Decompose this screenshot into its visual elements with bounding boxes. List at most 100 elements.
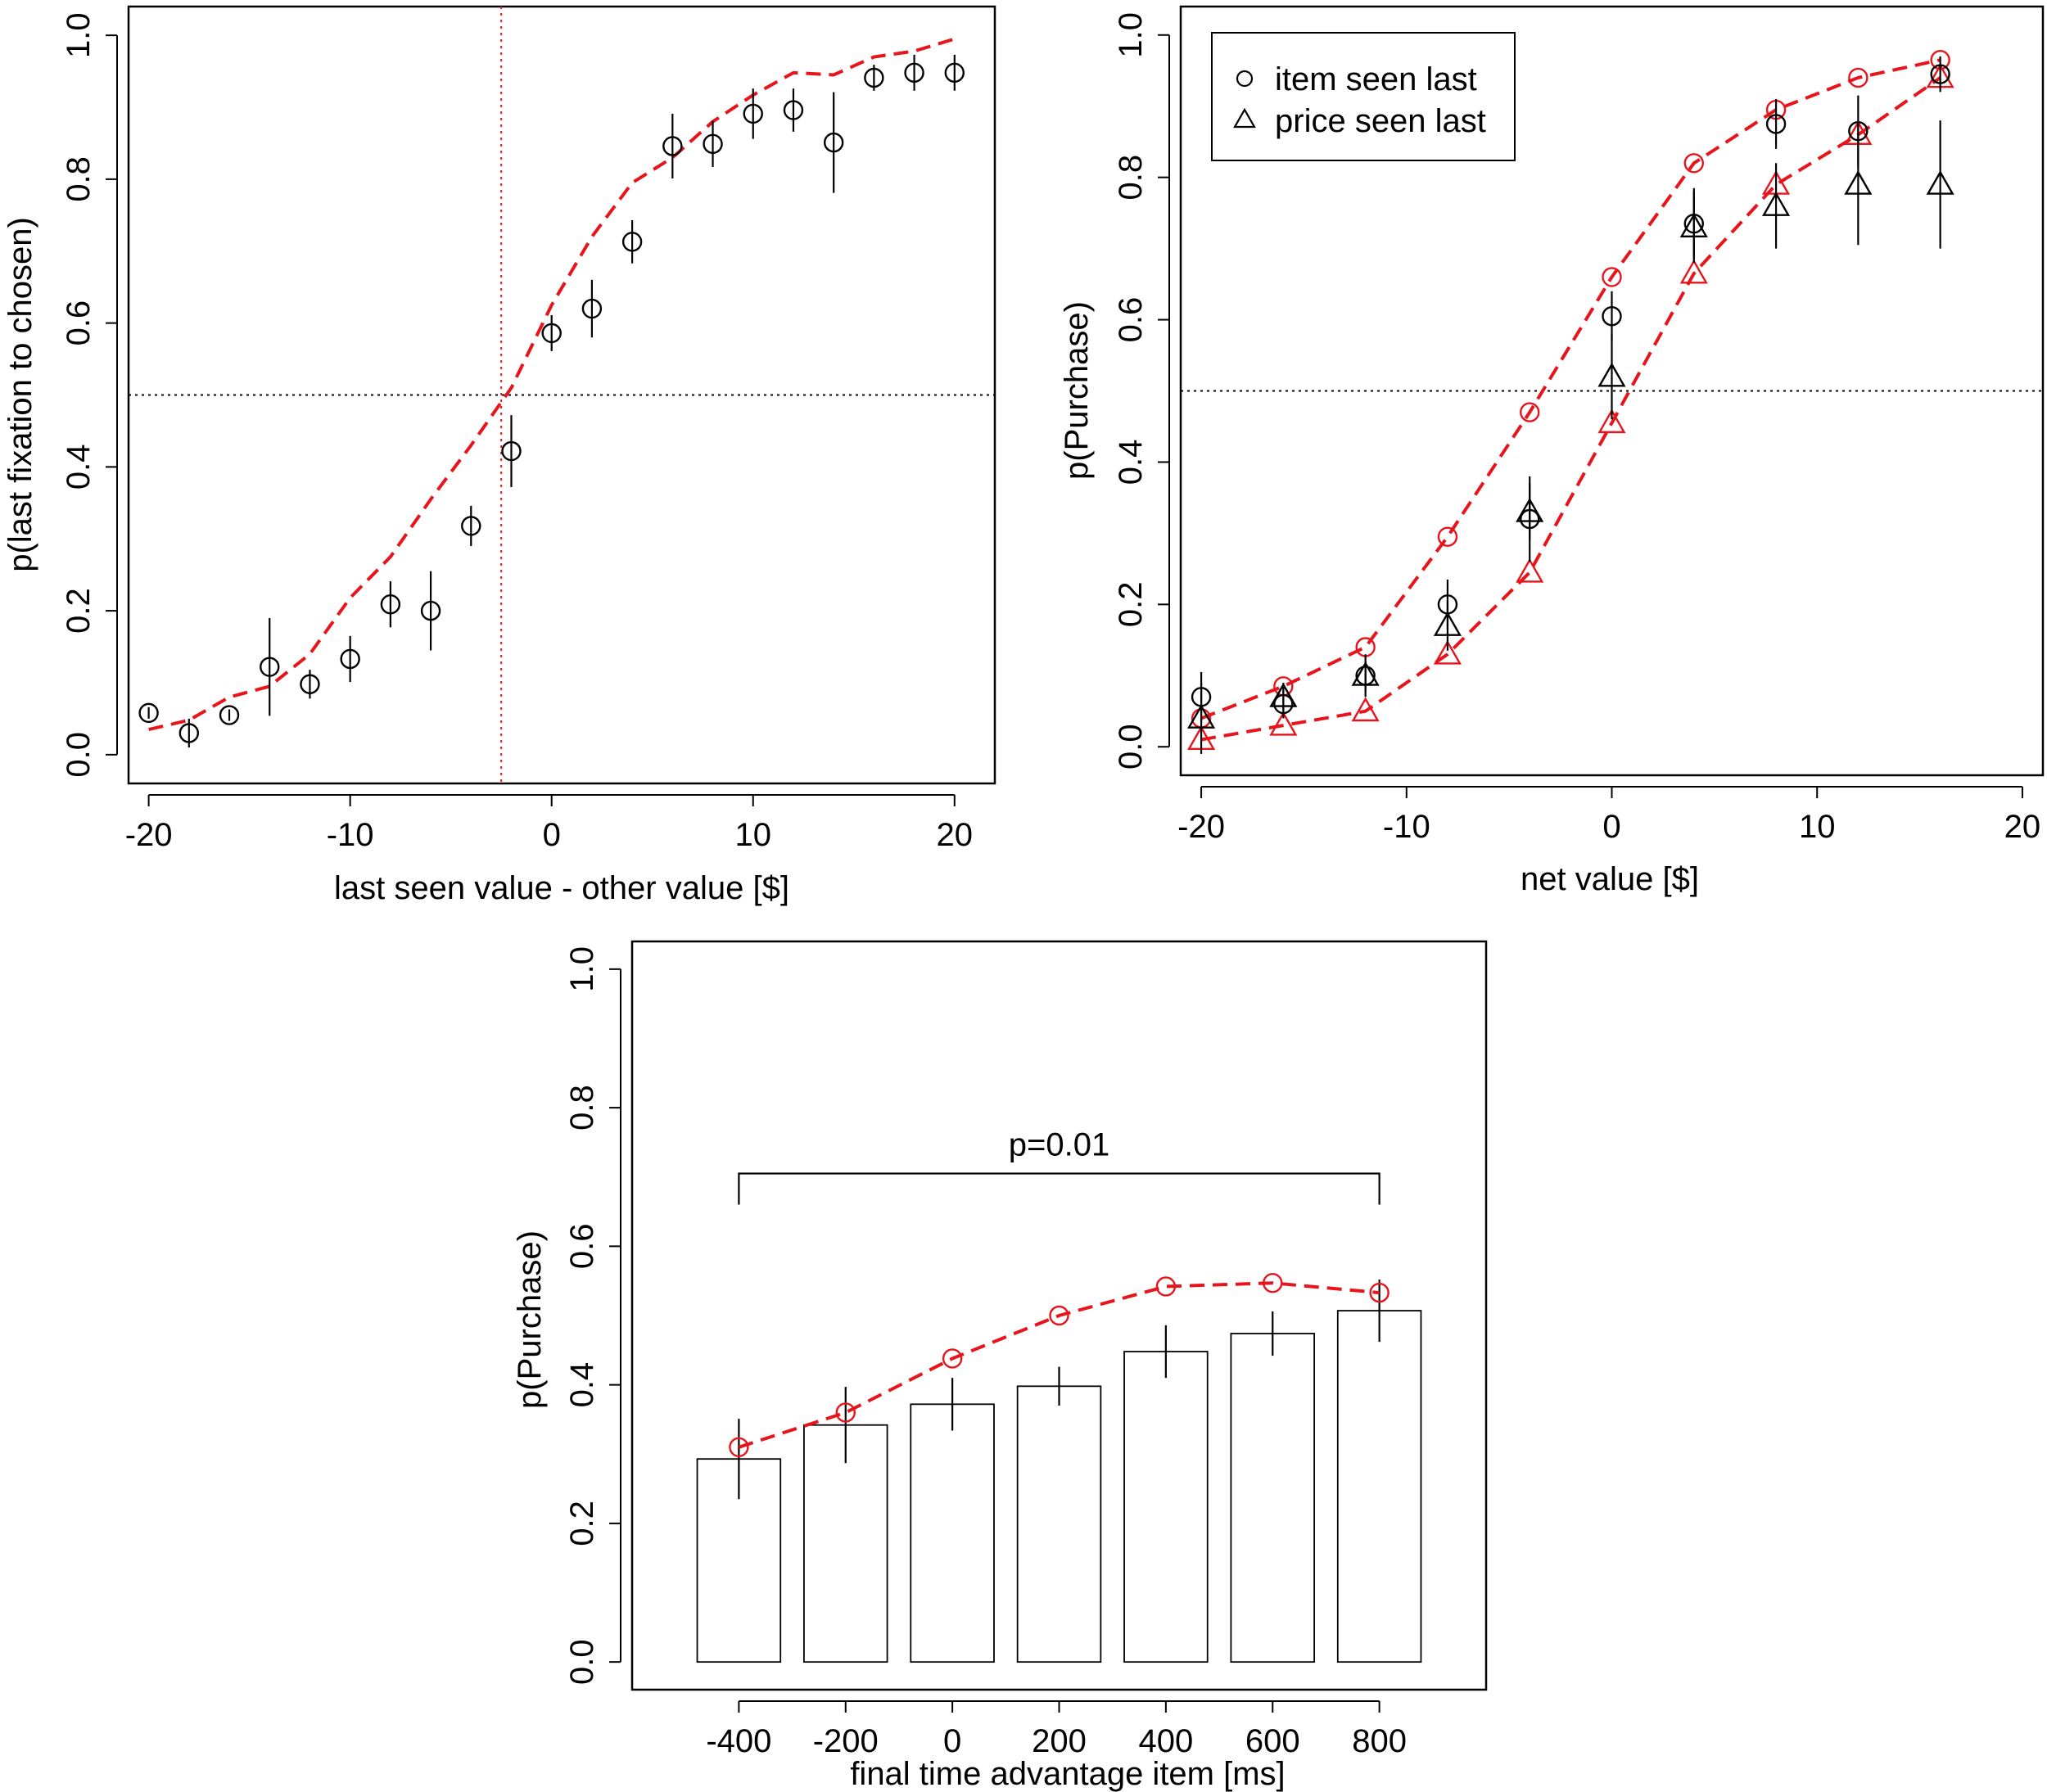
data-point-price-seen-last — [1844, 169, 1873, 195]
panel-a-x-tick-label: -10 — [327, 817, 374, 853]
data-point-price-seen-last — [1187, 704, 1216, 729]
bar — [1336, 1310, 1422, 1663]
data-point-price-seen-last — [1269, 682, 1298, 707]
panel-c-x-tick-label: 0 — [943, 1723, 961, 1759]
model-point — [1369, 1282, 1390, 1303]
panel-b-x-axis-label: net value [$] — [1521, 861, 1699, 897]
model-point-price-seen-last — [1269, 711, 1298, 736]
model-point-item-seen-last — [1520, 402, 1540, 422]
panel-b-y-tick-label: 0.8 — [1113, 155, 1149, 201]
data-point-price-seen-last — [1926, 169, 1954, 195]
data-point — [420, 600, 441, 621]
model-point-price-seen-last — [1679, 259, 1708, 284]
model-point — [835, 1402, 856, 1423]
significance-bracket-line — [738, 1172, 1380, 1205]
data-point — [178, 723, 200, 743]
panel-a-y-tick-label: 1.0 — [61, 12, 97, 58]
panel-c-x-tick-label: 800 — [1352, 1723, 1407, 1759]
data-point — [944, 62, 965, 84]
data-point — [864, 67, 884, 88]
bar — [1230, 1333, 1315, 1663]
panel-a-y-tick-label: 0.6 — [61, 300, 97, 346]
data-point — [743, 103, 763, 124]
data-point — [300, 674, 320, 694]
model-point — [1049, 1305, 1069, 1326]
model-point-item-seen-last — [1683, 153, 1704, 174]
panel-a-x-tick-label: -20 — [125, 817, 173, 853]
panel-a-x-tick-label: 0 — [543, 817, 561, 853]
model-point-item-seen-last — [1602, 267, 1622, 287]
panel-c-x-tick-label: 400 — [1139, 1723, 1194, 1759]
bar — [1016, 1385, 1102, 1663]
panel-a-x-tick-label: 20 — [937, 817, 974, 853]
model-point-price-seen-last — [1597, 409, 1626, 434]
panel-c-x-tick-label: -400 — [706, 1723, 771, 1759]
legend-price-seen-last: price seen last — [1275, 103, 1486, 139]
model-point-price-seen-last — [1351, 697, 1380, 722]
panel-c-x-tick-label: 200 — [1032, 1723, 1087, 1759]
data-point — [138, 702, 159, 724]
legend-triangle-marker — [1233, 107, 1256, 129]
panel-c-x-tick-label: -200 — [813, 1723, 879, 1759]
model-point-price-seen-last — [1433, 639, 1462, 665]
significance-label: p=0.01 — [1009, 1127, 1109, 1163]
legend-item-seen-last: item seen last — [1275, 61, 1477, 97]
legend-circle-marker — [1236, 70, 1254, 88]
panel-b-x-tick-label: 0 — [1602, 809, 1620, 845]
panel-b: -20 -10 0 10 20 0.0 0.2 0.4 0.6 0.8 1.0 item seen… — [1059, 5, 2045, 897]
data-point — [380, 594, 401, 615]
data-point-price-seen-last — [1351, 661, 1380, 686]
panel-a-y-tick-label: 0.0 — [61, 732, 97, 778]
data-point — [260, 657, 280, 677]
panel-c: -400 -200 0 200 400 600 800 0.0 0.2 0.4 0.6 0.8 1.0… — [512, 940, 1488, 1792]
model-point — [1155, 1276, 1177, 1297]
bar — [910, 1403, 995, 1663]
panel-a-x-axis-label: last seen value - other value [$] — [334, 870, 789, 906]
data-point — [662, 136, 683, 156]
data-point — [703, 133, 723, 155]
panel-c-y-tick-label: 0.8 — [564, 1085, 600, 1131]
panel-a-y-tick-label: 0.8 — [61, 156, 97, 202]
model-point-item-seen-last — [1848, 67, 1869, 88]
model-curve-item-seen-last — [1200, 58, 1941, 720]
data-point — [501, 440, 522, 462]
data-point-price-seen-last — [1762, 192, 1791, 216]
data-point-item-seen-last — [1602, 306, 1622, 327]
model-point — [729, 1437, 749, 1457]
model-point — [942, 1348, 963, 1369]
panel-b-legend-box — [1211, 32, 1516, 161]
panel-b-y-tick-label: 0.0 — [1113, 724, 1149, 770]
panel-a-y-tick-label: 0.2 — [61, 588, 97, 634]
data-point — [783, 100, 804, 120]
data-point — [340, 648, 360, 670]
panel-b-y-tick-label: 0.2 — [1113, 582, 1149, 628]
panel-a: -20 -10 0 10 20 0.0 0.2 0.4 0.6 0.8 1.0 last seen… — [2, 5, 996, 906]
panel-b-x-tick-label: -20 — [1177, 809, 1225, 845]
data-point — [461, 516, 481, 536]
panel-c-y-tick-label: 1.0 — [564, 946, 600, 992]
bar — [803, 1424, 888, 1663]
panel-a-y-axis-label: p(last fixation to chosen) — [2, 217, 38, 572]
data-point-price-seen-last — [1516, 497, 1544, 522]
data-point — [823, 132, 844, 153]
panel-c-y-tick-label: 0.0 — [564, 1639, 600, 1685]
panel-b-y-tick-label: 0.6 — [1113, 297, 1149, 343]
data-point-price-seen-last — [1679, 213, 1708, 237]
panel-c-y-tick-label: 0.4 — [564, 1362, 600, 1408]
data-point-item-seen-last — [1930, 64, 1950, 84]
panel-c-x-tick-label: 600 — [1245, 1723, 1300, 1759]
panel-a-y-tick-label: 0.4 — [61, 445, 97, 490]
panel-c-y-tick-label: 0.2 — [564, 1501, 600, 1546]
panel-b-y-axis-label: p(Purchase) — [1059, 301, 1095, 480]
panel-b-y-tick-label: 1.0 — [1113, 12, 1149, 58]
panel-c-y-tick-label: 0.6 — [564, 1224, 600, 1270]
significance-bracket: p=0.01 — [738, 1127, 1380, 1205]
panel-b-x-tick-label: -10 — [1383, 809, 1430, 845]
panel-b-legend: item seen last price seen last — [1211, 32, 1516, 161]
panel-b-y-tick-label: 0.4 — [1113, 440, 1149, 485]
data-point — [581, 298, 603, 319]
data-point — [219, 705, 240, 725]
panel-c-y-axis-label: p(Purchase) — [512, 1230, 548, 1409]
data-point — [621, 232, 643, 252]
